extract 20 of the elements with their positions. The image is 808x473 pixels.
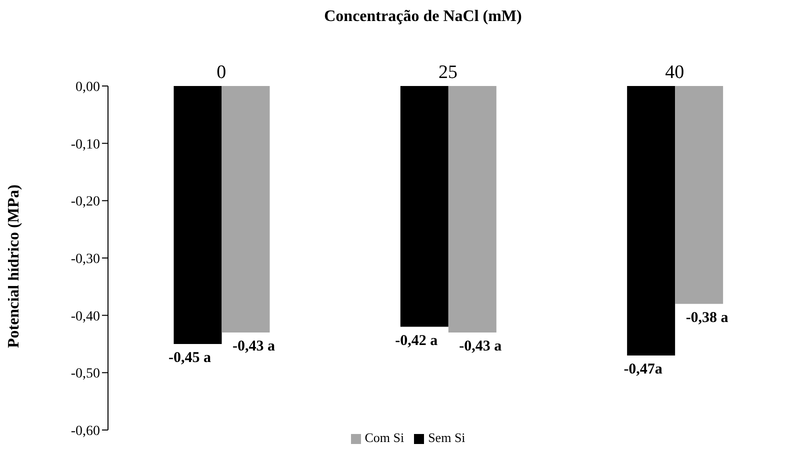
x-tick-label: 25: [438, 62, 458, 83]
data-label: -0,47a: [624, 361, 663, 378]
y-tick-label: -0,40: [70, 309, 100, 324]
x-axis-title: Concentração de NaCl (mM): [323, 8, 523, 26]
x-tick-label: 40: [665, 62, 684, 83]
data-label: -0,42 a: [395, 332, 438, 349]
data-label: -0,43 a: [232, 338, 276, 355]
y-tick-label: -0,10: [70, 137, 100, 152]
data-label: -0,43 a: [459, 338, 502, 355]
y-tick-label: 0,00: [76, 80, 100, 95]
data-label: -0,45 a: [168, 350, 212, 366]
y-tick-label: -0,60: [70, 424, 100, 439]
y-tick-label: -0,50: [70, 366, 100, 382]
x-tick-label: 0: [216, 62, 226, 83]
legend-label: Com Si: [364, 430, 404, 445]
y-axis-title: Potencial hídrico (MPa): [6, 184, 23, 348]
y-tick-label: -0,20: [70, 194, 100, 210]
legend-label: Sem Si: [428, 430, 466, 445]
data-label: -0,38 a: [686, 310, 729, 326]
y-tick-label: -0,30: [70, 252, 100, 267]
